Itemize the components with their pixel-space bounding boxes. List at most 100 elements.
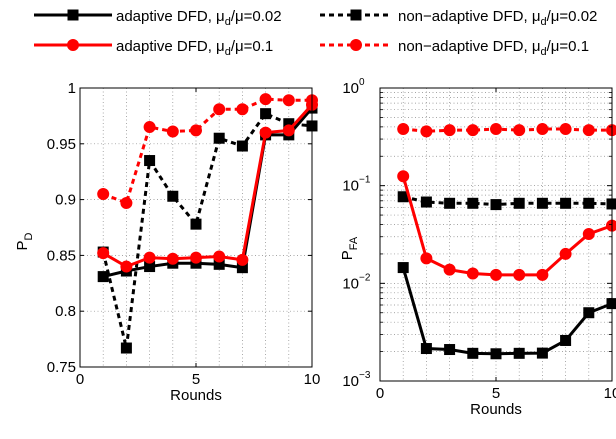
legend-item: non−adaptive DFD, μd/μ=0.02: [320, 8, 597, 28]
data-point: [560, 334, 572, 346]
data-point: [466, 124, 479, 137]
data-point: [167, 190, 179, 202]
data-point: [397, 123, 410, 136]
data-point: [213, 250, 226, 263]
legend-label: non−adaptive DFD, μd/μ=0.02: [398, 8, 597, 28]
legend-item: non−adaptive DFD, μd/μ=0.1: [320, 38, 589, 58]
data-point: [513, 347, 525, 359]
data-point: [420, 343, 432, 355]
data-point: [259, 126, 272, 139]
data-point: [467, 347, 479, 359]
y-tick-label: 0.9: [55, 192, 76, 209]
data-point: [166, 252, 179, 265]
series-4: [397, 123, 616, 138]
data-point: [443, 263, 456, 276]
x-tick-label: 5: [492, 385, 500, 402]
data-point: [490, 123, 502, 136]
data-point: [583, 307, 595, 319]
data-point: [420, 196, 432, 208]
data-point: [190, 124, 202, 137]
series-line: [401, 175, 613, 277]
data-point: [213, 132, 225, 144]
data-point: [120, 196, 133, 209]
y-tick-exponent: −3: [359, 370, 371, 381]
x-tick-label: 10: [304, 371, 321, 388]
y-tick-label: 10: [342, 373, 359, 390]
data-point: [444, 197, 456, 209]
data-point: [559, 247, 572, 260]
data-point: [444, 344, 456, 356]
y-tick-label: 0.85: [47, 247, 76, 264]
legend-item: adaptive DFD, μd/μ=0.1: [34, 38, 273, 58]
y-tick-exponent: −2: [359, 272, 371, 283]
data-point: [536, 123, 549, 136]
data-point: [583, 197, 595, 209]
data-point: [213, 103, 226, 116]
data-point: [536, 197, 548, 209]
data-point: [490, 199, 502, 211]
data-point: [120, 260, 133, 273]
data-point: [466, 267, 479, 280]
data-point: [120, 342, 132, 354]
data-point: [97, 188, 110, 201]
data-point: [259, 93, 272, 106]
y-tick-label: 1: [68, 80, 76, 97]
y-tick-exponent: −1: [359, 175, 371, 186]
y-tick-label: 10: [342, 275, 359, 292]
data-point: [490, 268, 502, 281]
y-tick-exponent: 0: [359, 77, 365, 88]
legend-marker: [67, 9, 79, 21]
x-tick-label: 5: [192, 371, 200, 388]
legend-marker: [67, 39, 79, 51]
data-point: [236, 103, 249, 116]
data-point: [513, 124, 526, 137]
data-point: [560, 197, 572, 209]
pd-chart: 0 5 10 0.75 0.8 0.85 0.9 0.95 1 Rounds PD: [14, 80, 320, 404]
data-point: [143, 251, 156, 264]
data-point: [420, 252, 433, 265]
series-4: [97, 93, 318, 209]
data-point: [97, 247, 110, 260]
data-point: [144, 155, 156, 167]
data-point: [190, 251, 202, 264]
y-tick-label: 10: [342, 178, 359, 195]
data-point: [97, 271, 109, 283]
data-point: [397, 262, 409, 274]
data-point: [190, 218, 202, 230]
legend-marker: [350, 39, 362, 51]
data-point: [536, 347, 548, 359]
data-point: [236, 253, 249, 266]
series-line: [401, 267, 613, 356]
legend-label: adaptive DFD, μd/μ=0.1: [116, 38, 273, 58]
data-point: [282, 124, 295, 137]
legend-item: adaptive DFD, μd/μ=0.02: [34, 8, 282, 28]
data-point: [582, 227, 595, 240]
data-point: [260, 108, 272, 120]
y-tick-label: 10: [342, 80, 359, 97]
x-axis-label: Rounds: [170, 387, 222, 404]
legend: adaptive DFD, μd/μ=0.02 non−adaptive DFD,…: [34, 8, 597, 58]
x-tick-label: 0: [76, 371, 84, 388]
series-2: [397, 191, 616, 211]
series-line: [102, 97, 312, 205]
legend-label: adaptive DFD, μd/μ=0.02: [116, 8, 282, 28]
data-point: [443, 124, 456, 137]
y-tick-label: 0.8: [55, 303, 76, 320]
data-point: [420, 125, 433, 138]
data-point: [606, 219, 616, 232]
data-point: [166, 125, 179, 138]
series-line: [101, 111, 313, 349]
x-tick-label: 0: [376, 385, 384, 402]
x-axis-label: Rounds: [470, 401, 522, 418]
legend-label: non−adaptive DFD, μd/μ=0.1: [398, 38, 589, 58]
data-point: [467, 197, 479, 209]
data-point: [282, 94, 295, 107]
y-tick-label: 0.95: [47, 136, 76, 153]
data-point: [143, 121, 156, 134]
data-point: [513, 268, 526, 281]
data-point: [582, 124, 595, 137]
data-point: [236, 140, 248, 152]
series-line: [102, 107, 314, 279]
